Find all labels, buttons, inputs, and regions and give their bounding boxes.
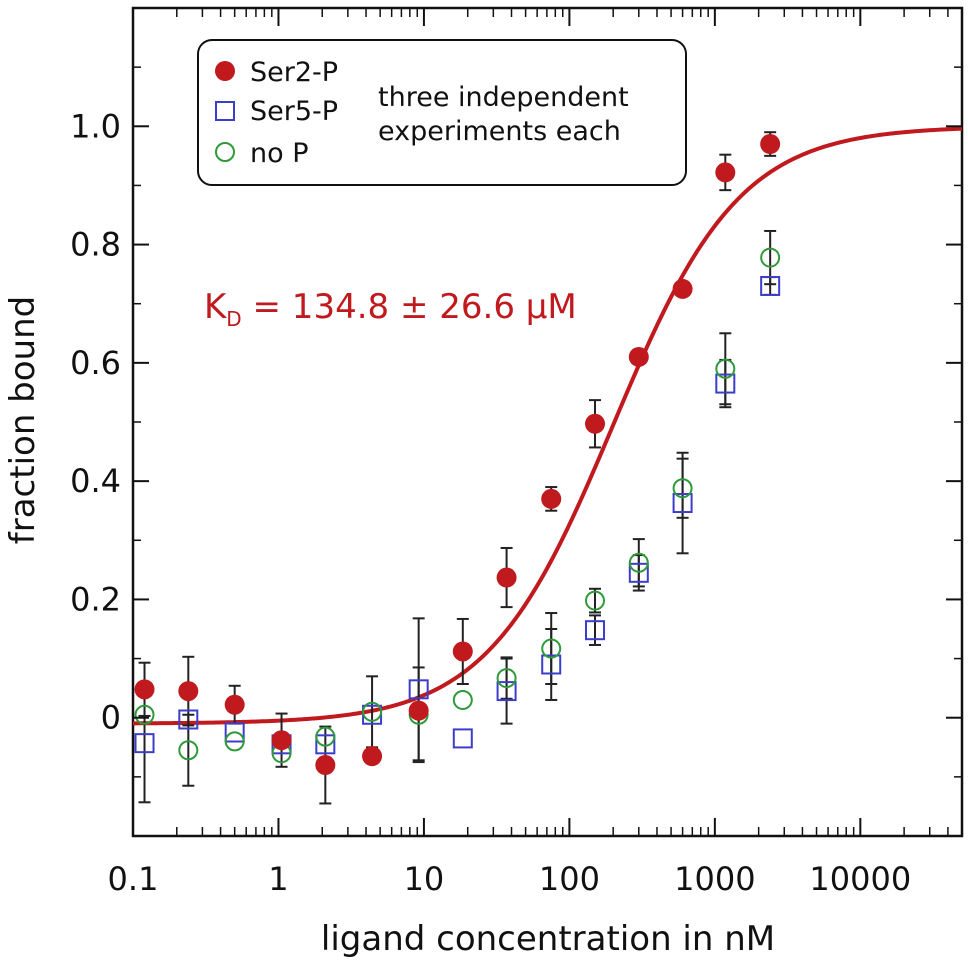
data-point-nop bbox=[452, 689, 473, 710]
fit-curve-layer bbox=[132, 126, 963, 726]
data-point-ser5p bbox=[541, 654, 562, 675]
data-point-nop bbox=[541, 638, 562, 659]
data-point-ser5p bbox=[178, 709, 199, 730]
y-tick-label: 0.8 bbox=[70, 226, 121, 264]
data-point-nop bbox=[760, 247, 781, 268]
data-point-ser2p bbox=[715, 162, 736, 183]
legend: Ser2-P Ser5-P no P three independent exp… bbox=[197, 39, 687, 186]
data-point-ser5p bbox=[224, 722, 245, 743]
data-point-ser5p bbox=[408, 679, 429, 700]
kd-subscript: D bbox=[226, 307, 241, 331]
kd-symbol: K bbox=[204, 287, 228, 327]
legend-box bbox=[197, 39, 687, 186]
legend-marker-ser5p bbox=[215, 101, 235, 121]
data-point-ser2p bbox=[224, 694, 245, 715]
y-axis-label: fraction bound bbox=[3, 296, 43, 544]
legend-label-ser5p: Ser5-P bbox=[250, 96, 338, 127]
data-point-ser2p bbox=[134, 679, 155, 700]
data-point-ser2p bbox=[315, 755, 336, 776]
data-point-ser2p bbox=[628, 346, 649, 367]
y-tick-label: 0.6 bbox=[70, 344, 121, 382]
legend-label-nop: no P bbox=[250, 138, 309, 169]
data-point-ser5p bbox=[760, 275, 781, 296]
data-point-ser5p bbox=[315, 734, 336, 755]
data-point-ser2p bbox=[496, 567, 517, 588]
y-tick-label: 0.4 bbox=[70, 462, 121, 500]
legend-marker-ser2p bbox=[215, 61, 235, 81]
legend-note-line-1: three independent bbox=[378, 82, 629, 113]
data-point-ser5p bbox=[715, 373, 736, 394]
data-point-ser5p bbox=[628, 562, 649, 583]
data-point-nop bbox=[362, 701, 383, 722]
y-tick-label: 1.0 bbox=[70, 107, 121, 145]
axis-ticks: 0.1 1 10 100 1000 10000 0 0.2 0.4 0.6 0.8 1.0 bbox=[70, 8, 963, 898]
data-point-nop bbox=[134, 704, 155, 725]
data-point-ser5p bbox=[496, 681, 517, 702]
data-point-nop bbox=[628, 552, 649, 573]
fit-curve-line bbox=[132, 126, 963, 726]
data-point-ser2p bbox=[452, 641, 473, 662]
x-tick-label: 1 bbox=[268, 860, 288, 898]
x-tick-label: 10 bbox=[404, 860, 445, 898]
legend-note-line-2: experiments each bbox=[378, 116, 621, 147]
data-point-ser2p bbox=[271, 730, 292, 751]
data-point-ser5p bbox=[672, 493, 693, 514]
data-point-ser5p bbox=[452, 728, 473, 749]
legend-label-ser2p: Ser2-P bbox=[250, 57, 338, 88]
data-points-layer bbox=[134, 134, 781, 776]
data-point-nop bbox=[585, 590, 606, 611]
data-point-ser5p bbox=[134, 733, 155, 754]
data-point-ser2p bbox=[760, 134, 781, 155]
data-point-ser2p bbox=[585, 413, 606, 434]
data-point-nop bbox=[672, 478, 693, 499]
x-tick-label: 100 bbox=[539, 860, 600, 898]
legend-marker-nop bbox=[215, 142, 235, 162]
data-point-nop bbox=[496, 668, 517, 689]
data-point-ser2p bbox=[362, 746, 383, 767]
x-tick-label: 1000 bbox=[674, 860, 755, 898]
data-point-ser2p bbox=[178, 681, 199, 702]
kd-annotation: KD = 134.8 ± 26.6 µM bbox=[204, 287, 577, 331]
y-tick-label: 0.2 bbox=[70, 580, 121, 618]
y-tick-label: 0 bbox=[101, 699, 121, 737]
data-point-nop bbox=[715, 358, 736, 379]
data-point-ser2p bbox=[408, 700, 429, 721]
x-tick-label: 10000 bbox=[809, 860, 911, 898]
kd-value: = 134.8 ± 26.6 µM bbox=[242, 287, 577, 327]
data-point-ser5p bbox=[585, 620, 606, 641]
data-point-ser2p bbox=[672, 278, 693, 299]
x-tick-label: 0.1 bbox=[108, 860, 159, 898]
data-point-nop bbox=[178, 740, 199, 761]
data-point-ser2p bbox=[541, 488, 562, 509]
data-point-nop bbox=[315, 726, 336, 747]
x-axis-label: ligand concentration in nM bbox=[321, 919, 775, 959]
data-point-nop bbox=[224, 731, 245, 752]
